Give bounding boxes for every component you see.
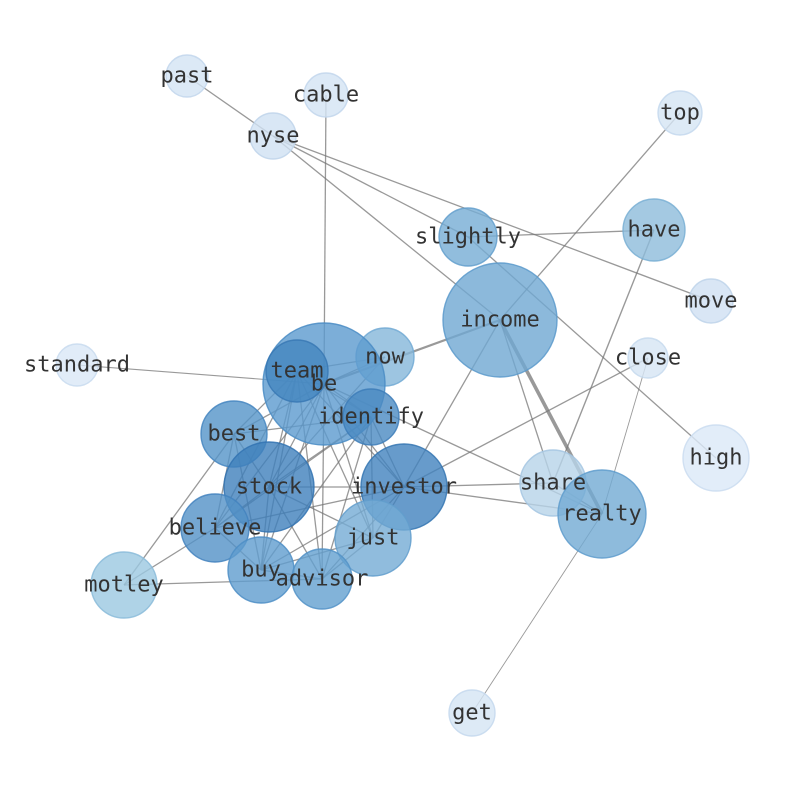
node-label-investor: investor xyxy=(351,475,457,500)
node-label-be: be xyxy=(311,372,338,397)
node-label-team: team xyxy=(271,359,324,384)
node-label-identify: identify xyxy=(318,405,424,430)
node-label-motley: motley xyxy=(84,573,163,598)
node-label-income: income xyxy=(460,308,539,333)
node-label-stock: stock xyxy=(236,475,302,500)
edge-investor-close xyxy=(403,357,649,488)
nodes-layer xyxy=(55,54,750,737)
node-label-share: share xyxy=(520,471,586,496)
edge-nyse-move xyxy=(272,135,712,302)
node-standard xyxy=(55,343,99,387)
node-identify xyxy=(342,388,400,446)
node-nyse xyxy=(249,112,297,160)
node-label-cable: cable xyxy=(293,83,359,108)
node-close xyxy=(627,337,669,379)
node-income xyxy=(442,262,558,378)
node-label-have: have xyxy=(628,218,681,243)
node-label-realty: realty xyxy=(562,502,641,527)
node-high xyxy=(682,424,750,492)
node-label-believe: believe xyxy=(169,516,262,541)
node-label-best: best xyxy=(208,422,261,447)
node-label-standard: standard xyxy=(24,353,130,378)
node-motley xyxy=(90,551,158,619)
node-past xyxy=(165,54,209,98)
labels-layer: past cable nyse top have slightly move income st… xyxy=(24,64,742,726)
node-label-close: close xyxy=(615,346,681,371)
node-advisor xyxy=(291,548,353,610)
node-label-top: top xyxy=(660,101,700,126)
node-label-high: high xyxy=(690,446,743,471)
node-cable xyxy=(303,72,349,118)
node-top xyxy=(657,90,703,136)
edges-layer xyxy=(76,75,717,714)
edge-have-share xyxy=(552,229,655,484)
node-label-now: now xyxy=(365,345,405,370)
edge-nyse-slightly xyxy=(272,135,469,238)
node-just xyxy=(334,499,412,577)
node-slightly xyxy=(438,207,498,267)
node-label-nyse: nyse xyxy=(247,124,300,149)
node-team xyxy=(265,339,329,403)
node-label-buy: buy xyxy=(241,558,281,583)
node-move xyxy=(688,278,734,324)
node-label-get: get xyxy=(452,701,492,726)
node-get xyxy=(448,689,496,737)
node-stock xyxy=(223,441,315,533)
node-label-advisor: advisor xyxy=(276,567,369,592)
node-label-past: past xyxy=(161,64,214,89)
node-label-just: just xyxy=(347,526,400,551)
node-label-slightly: slightly xyxy=(415,225,521,250)
node-label-move: move xyxy=(685,289,738,314)
node-believe xyxy=(180,493,250,563)
node-have xyxy=(622,198,686,262)
node-realty xyxy=(557,469,647,559)
